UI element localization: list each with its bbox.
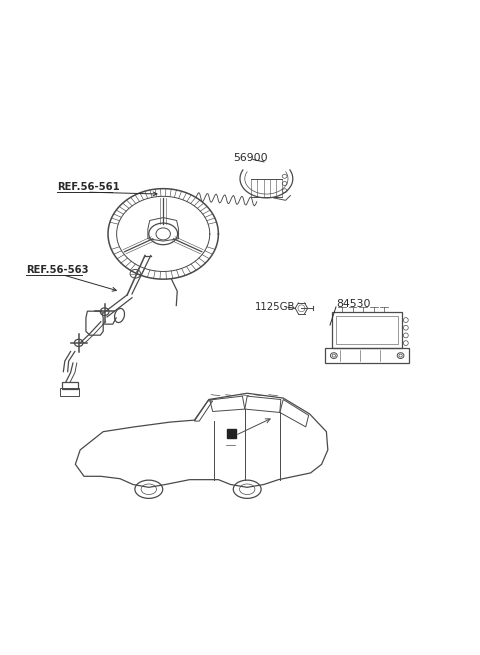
Text: REF.56-561: REF.56-561 [57,182,120,193]
Text: 84530: 84530 [336,299,371,309]
Text: 1125GB: 1125GB [254,303,295,312]
Text: REF.56-563: REF.56-563 [26,265,89,275]
Text: 56900: 56900 [233,153,267,162]
Bar [227,429,236,438]
Bar [325,348,409,364]
Bar [60,388,79,396]
Bar [332,312,402,348]
Bar [336,316,398,344]
Bar [62,382,78,390]
